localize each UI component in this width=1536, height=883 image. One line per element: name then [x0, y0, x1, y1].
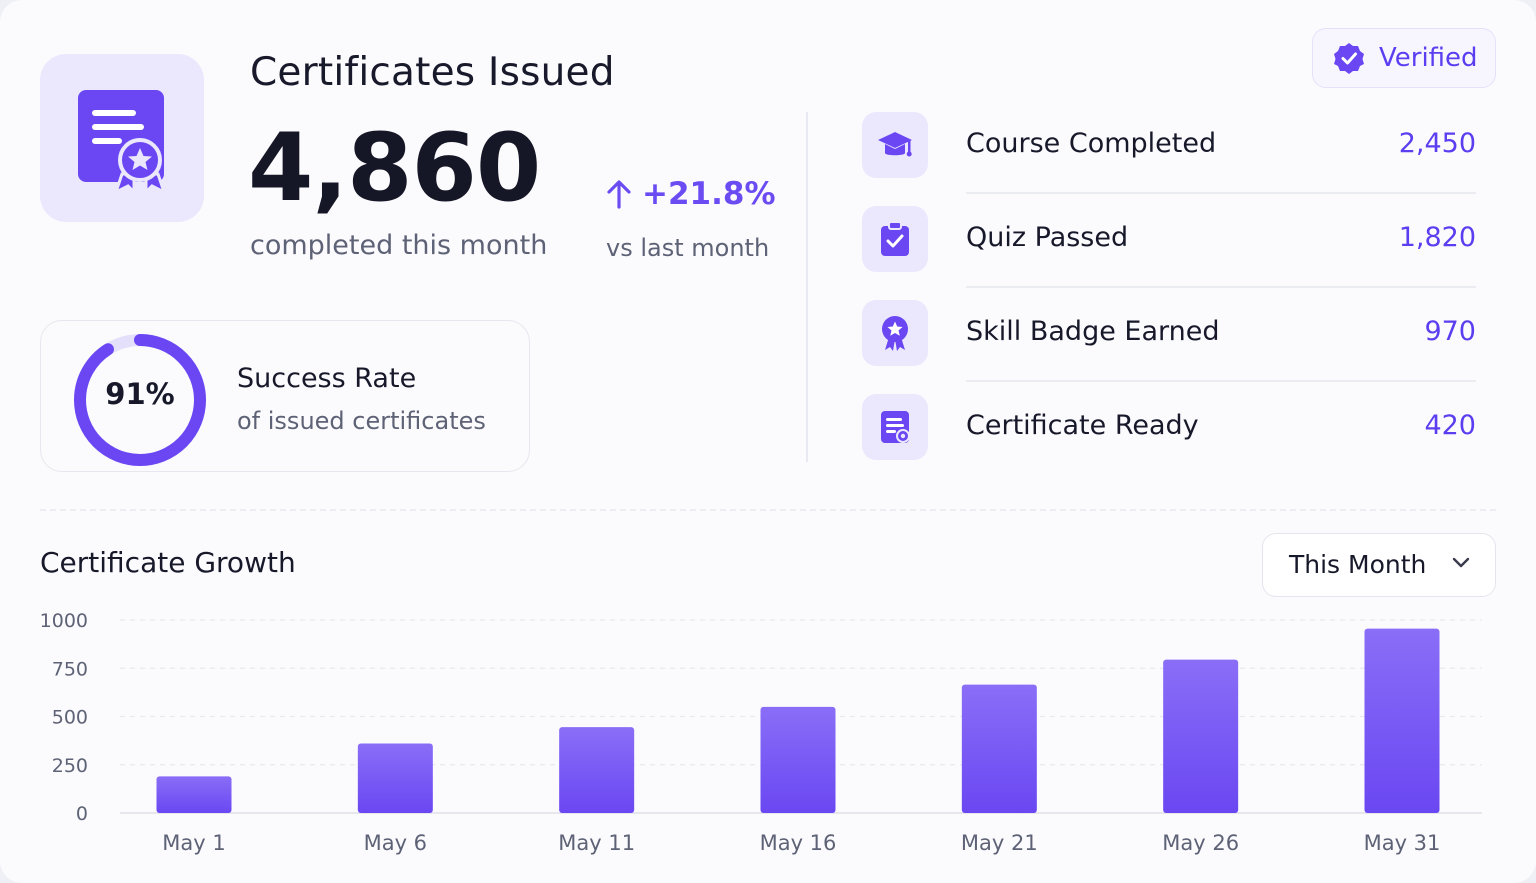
y-tick-label: 250: [52, 755, 88, 777]
stat-row-course-completed: Course Completed 2,450: [862, 112, 1476, 178]
stat-row-certificate-ready: Certificate Ready 420: [862, 394, 1476, 460]
success-rate-title: Success Rate: [237, 363, 417, 394]
chevron-down-icon: [1452, 557, 1470, 568]
success-rate-ring: [74, 334, 206, 466]
verified-check-icon: [1334, 43, 1364, 74]
stat-separator: [966, 286, 1476, 288]
stat-separator: [966, 380, 1476, 382]
x-tick-label: May 31: [1364, 831, 1441, 855]
bar-may-31[interactable]: [1364, 628, 1440, 813]
total-certificates: 4,860: [248, 114, 541, 223]
x-tick-label: May 11: [558, 831, 635, 855]
graduation-cap-icon: [862, 112, 928, 178]
page-title: Certificates Issued: [250, 50, 615, 95]
stat-value: 420: [1424, 410, 1476, 441]
stat-row-skill-badge: Skill Badge Earned 970: [862, 300, 1476, 366]
period-select-value: This Month: [1289, 550, 1427, 579]
stat-value: 2,450: [1398, 128, 1476, 159]
badge-star-icon: [862, 300, 928, 366]
chart-title: Certificate Growth: [40, 546, 296, 579]
y-tick-label: 750: [52, 658, 88, 680]
success-rate-percent: 91%: [105, 377, 175, 411]
bar-may-26[interactable]: [1163, 659, 1239, 813]
x-tick-label: May 1: [162, 831, 225, 855]
bar-may-6[interactable]: [357, 743, 433, 813]
certificate-doc-icon: [862, 394, 928, 460]
stat-value: 970: [1424, 316, 1476, 347]
y-tick-label: 1000: [40, 610, 88, 632]
stat-separator: [966, 192, 1476, 194]
stat-value: 1,820: [1398, 222, 1476, 253]
bar-may-11[interactable]: [559, 727, 635, 813]
vertical-divider: [806, 112, 808, 462]
section-divider: [40, 509, 1496, 511]
change-value: +21.8%: [642, 176, 776, 212]
bar-may-16[interactable]: [760, 706, 836, 813]
stat-label: Skill Badge Earned: [966, 316, 1220, 347]
x-tick-label: May 26: [1162, 831, 1239, 855]
x-tick-label: May 6: [364, 831, 427, 855]
arrow-up-icon: [607, 180, 631, 209]
clipboard-check-icon: [862, 206, 928, 272]
certificate-growth-chart: 0 250 500 750 1000 May 1 May 6 May 11 May 16 May…: [40, 610, 1482, 855]
certificate-hero-icon: [40, 54, 204, 222]
x-tick-label: May 16: [760, 831, 837, 855]
change-caption: vs last month: [606, 234, 770, 262]
bar-may-21[interactable]: [961, 684, 1037, 813]
verified-label: Verified: [1379, 43, 1478, 73]
stat-label: Quiz Passed: [966, 222, 1129, 253]
x-tick-label: May 21: [961, 831, 1038, 855]
stat-row-quiz-passed: Quiz Passed 1,820: [862, 206, 1476, 272]
verified-badge: Verified: [1312, 28, 1496, 88]
y-tick-label: 0: [76, 803, 88, 825]
period-select[interactable]: This Month: [1262, 533, 1496, 597]
stat-label: Certificate Ready: [966, 410, 1199, 441]
y-tick-label: 500: [52, 707, 88, 729]
change-indicator: +21.8%: [606, 176, 776, 212]
bar-may-1[interactable]: [156, 776, 232, 813]
stat-label: Course Completed: [966, 128, 1217, 159]
success-rate-panel: 91% Success Rate of issued certificates: [40, 320, 530, 472]
success-rate-subtitle: of issued certificates: [237, 407, 486, 435]
total-caption: completed this month: [250, 230, 548, 261]
